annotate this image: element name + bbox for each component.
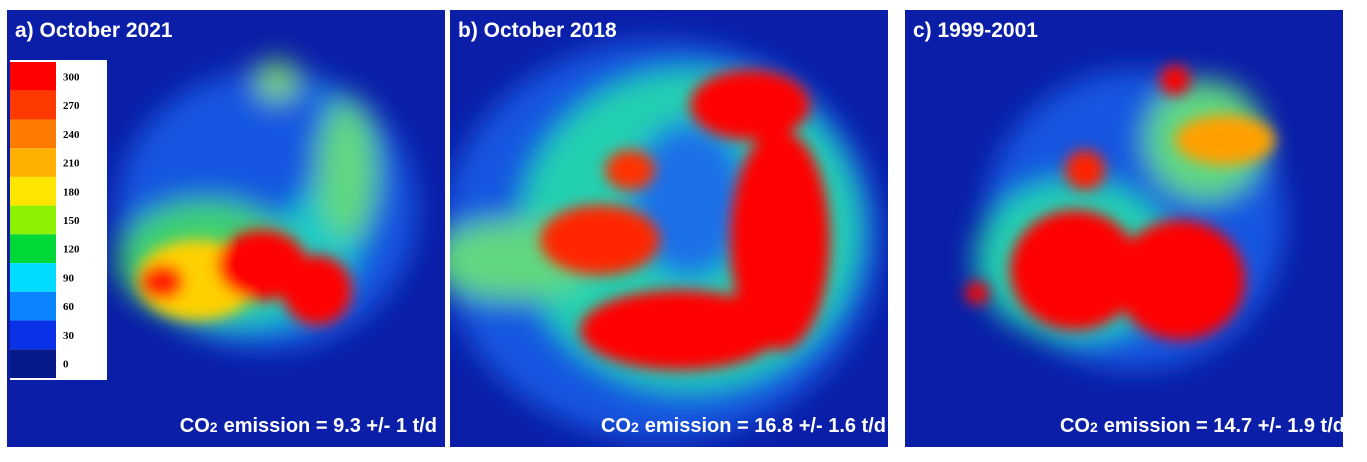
colorbar-label: 210: [63, 158, 80, 170]
colorbar-label: 270: [63, 100, 80, 112]
panel-title: b) October 2018: [458, 19, 617, 42]
subscript: 2: [210, 419, 218, 435]
subscript: 2: [631, 419, 639, 435]
colorbar-label: 120: [63, 244, 80, 256]
hotspots: [137, 230, 352, 325]
hotspots: [965, 65, 1275, 340]
colorbar-swatch: [10, 263, 56, 292]
species: CO: [1060, 415, 1090, 437]
emission-label: CO2 emission = 14.7 +/- 1.9 t/d: [1060, 415, 1345, 437]
panel-c: c) 1999-2001 CO2 emission = 14.7 +/- 1.9 …: [905, 10, 1345, 447]
colorbar-label: 0: [63, 359, 69, 371]
colorbar-label: 30: [63, 330, 75, 342]
colorbar-label: 240: [63, 129, 80, 141]
colorbar-swatch: [10, 62, 56, 91]
colorbar-label: 60: [63, 301, 75, 313]
species: CO: [180, 415, 210, 437]
species: CO: [601, 415, 631, 437]
emission-text: emission = 14.7 +/- 1.9 t/d: [1104, 415, 1345, 437]
colorbar-swatch: [10, 291, 56, 321]
colorbar-swatch: [10, 349, 56, 378]
colorbar-swatch: [10, 148, 56, 177]
subscript: 2: [1090, 419, 1098, 435]
colorbar-label: 180: [63, 186, 80, 198]
colorbar-swatch: [10, 119, 56, 149]
colorbar-swatch: [10, 176, 56, 206]
colorbar-label: 90: [63, 272, 75, 284]
emission-text: emission = 9.3 +/- 1 t/d: [224, 415, 437, 437]
panel-b: b) October 2018 CO2 emission = 16.8 +/- 1…: [450, 10, 888, 447]
panel-title: c) 1999-2001: [913, 19, 1038, 42]
colorbar-swatch: [10, 320, 56, 350]
colorbar-swatch: [10, 90, 56, 120]
colorbar-label: 150: [63, 215, 80, 227]
emission-label: CO2 emission = 16.8 +/- 1.6 t/d: [601, 415, 886, 437]
emission-label: CO2 emission = 9.3 +/- 1 t/d: [180, 415, 437, 437]
hotspots: [540, 70, 830, 370]
colorbar-label: 300: [63, 71, 80, 83]
colorbar-swatch: [10, 234, 56, 264]
emission-text: emission = 16.8 +/- 1.6 t/d: [645, 415, 886, 437]
panel-title: a) October 2021: [15, 19, 173, 42]
colorbar-swatch: [10, 205, 56, 235]
